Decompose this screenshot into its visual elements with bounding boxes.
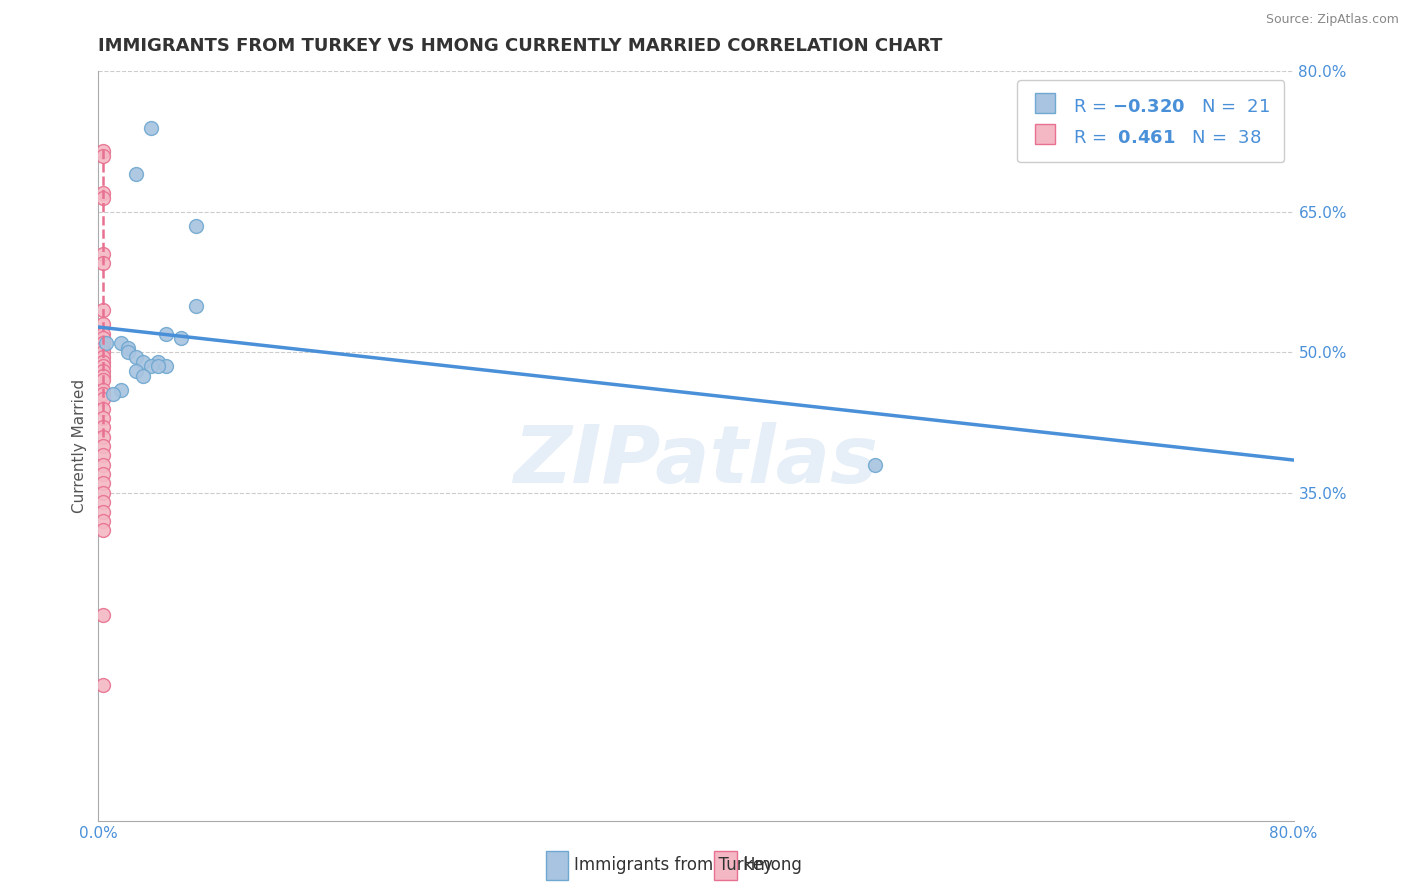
Point [110,383,132,397]
Point [184,298,207,313]
Point [91,374,114,388]
Point [155,359,177,374]
Point [91,678,114,692]
Point [91,411,114,425]
Bar [714,851,737,880]
Point [110,336,132,351]
Text: IMMIGRANTS FROM TURKEY VS HMONG CURRENTLY MARRIED CORRELATION CHART: IMMIGRANTS FROM TURKEY VS HMONG CURRENTL… [98,37,943,54]
Bar [546,851,568,880]
Point [91,476,114,491]
Point [91,430,114,444]
Point [91,350,114,364]
Y-axis label: Currently Married: Currently Married [72,379,87,513]
Point [91,401,114,416]
Point [91,439,114,453]
Point [91,392,114,407]
Point [91,458,114,472]
Point [139,120,162,135]
Point [139,359,162,374]
Point [91,144,114,158]
Point [169,331,191,345]
Point [91,383,114,397]
Point [117,341,139,355]
Point [148,355,170,369]
Point [125,168,148,182]
Point [125,350,148,364]
Point [125,364,148,378]
Point [865,458,887,472]
Text: Hmong: Hmong [742,856,803,874]
Point [91,326,114,341]
Point [148,359,170,374]
Point [91,524,114,538]
Point [91,505,114,519]
Point [91,495,114,509]
Point [94,336,117,351]
Point [91,247,114,261]
Text: ZIPatlas: ZIPatlas [513,422,879,500]
Point [91,514,114,528]
Point [155,326,177,341]
Point [91,341,114,355]
Point [91,186,114,201]
Point [91,387,114,401]
Text: Immigrants from Turkey: Immigrants from Turkey [574,856,772,874]
Point [91,607,114,622]
Point [91,486,114,500]
Point [91,303,114,318]
Point [91,467,114,482]
Point [91,364,114,378]
Point [91,345,114,359]
Point [103,387,125,401]
Point [91,355,114,369]
Point [91,368,114,383]
Point [91,449,114,463]
Text: Source: ZipAtlas.com: Source: ZipAtlas.com [1265,13,1399,27]
Point [91,191,114,205]
Point [117,345,139,359]
Point [132,368,155,383]
Point [91,336,114,351]
Point [132,355,155,369]
Point [91,359,114,374]
Point [91,149,114,163]
Point [91,420,114,434]
Point [91,318,114,332]
Point [184,219,207,233]
Legend: R = $\mathbf{-0.320}$   N =  21, R =  $\mathbf{0.461}$   N =  38: R = $\mathbf{-0.320}$ N = 21, R = $\math… [1017,80,1285,162]
Point [91,256,114,270]
Point [91,331,114,345]
